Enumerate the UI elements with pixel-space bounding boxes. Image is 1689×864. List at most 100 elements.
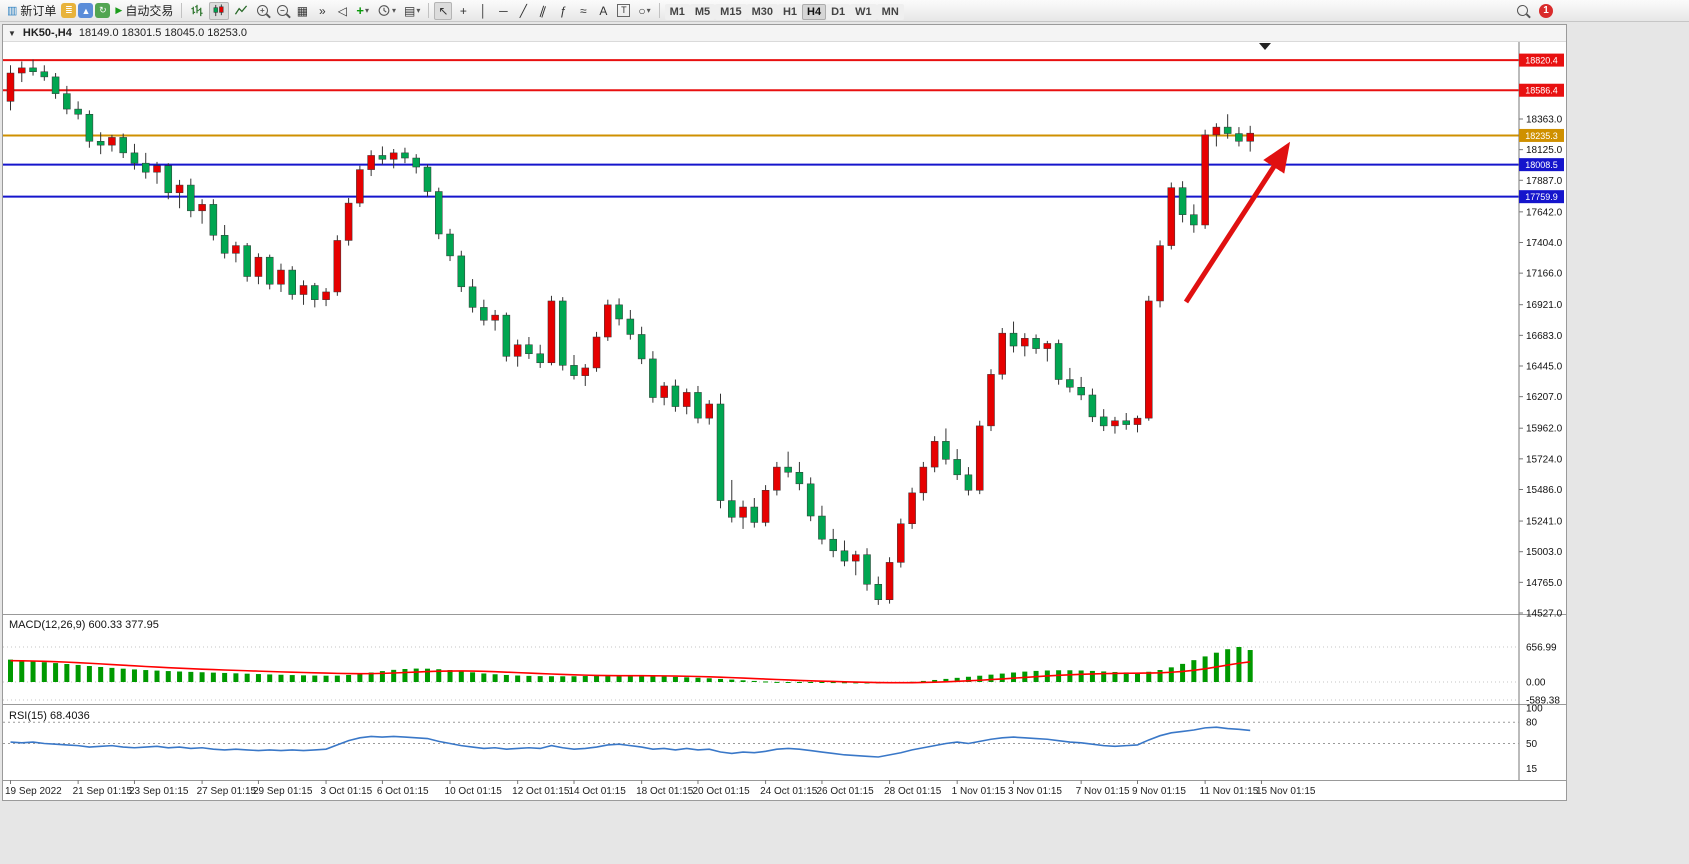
candle [739, 506, 747, 518]
chart-shift-button[interactable]: ◁ [333, 2, 351, 20]
data-window-button[interactable]: ▲ [78, 3, 94, 18]
candle [299, 285, 308, 295]
candle [908, 492, 916, 525]
chart-menu-icon[interactable]: ▼ [8, 28, 16, 38]
channel-button[interactable]: ∥ [534, 2, 552, 20]
templates-button[interactable]: ▤ ▾ [401, 2, 423, 20]
timeframe-button-M1[interactable]: M1 [664, 3, 690, 20]
candle [694, 392, 702, 419]
chevron-down-icon: ▾ [364, 6, 369, 15]
auto-trading-button[interactable]: ▶ 自动交易 [112, 2, 176, 20]
time-axis-label: 11 Nov 01:15 [1200, 786, 1259, 797]
candle [716, 403, 725, 501]
bar-chart-icon [191, 4, 203, 17]
macd-bar [424, 668, 430, 682]
fibonacci-button[interactable]: ƒ [554, 2, 572, 20]
trend-arrow-annotation[interactable] [1183, 141, 1291, 304]
macd-bar [312, 675, 318, 682]
notification-badge[interactable]: 1 [1539, 3, 1553, 18]
timeframe-button-MN[interactable]: MN [876, 3, 904, 20]
horizontal-line-button[interactable]: ─ [494, 2, 512, 20]
macd-bar [131, 669, 137, 682]
new-order-button[interactable]: ▥ 新订单 [4, 2, 59, 20]
macd-bar [684, 677, 690, 682]
timeframe-button-M15[interactable]: M15 [715, 3, 747, 20]
auto-trading-icon: ▶ [115, 5, 123, 15]
shapes-button[interactable]: ○ ▾ [635, 2, 653, 20]
chevron-down-icon: ▾ [646, 6, 651, 15]
candle [6, 72, 15, 102]
crosshair-button[interactable]: + [454, 2, 472, 20]
price-axis-label: 18125.0 [1526, 145, 1563, 156]
line-chart-button[interactable] [231, 2, 251, 20]
refresh-button[interactable]: ↻ [95, 3, 111, 18]
rsi-axis-label: 50 [1526, 739, 1538, 750]
search-button[interactable] [1513, 2, 1531, 20]
macd-axis-label: 0.00 [1526, 678, 1546, 689]
macd-bar [19, 660, 25, 682]
tile-windows-button[interactable]: ▦ [293, 2, 311, 20]
macd-bar [1078, 670, 1084, 682]
chart-title-bar[interactable]: ▼ HK50-,H4 18149.0 18301.5 18045.0 18253… [3, 25, 1566, 42]
timeframe-button-H4[interactable]: H4 [802, 3, 827, 20]
candle [987, 374, 995, 427]
candle [874, 584, 883, 600]
macd-bar [357, 673, 363, 682]
timeframe-button-D1[interactable]: D1 [826, 3, 851, 20]
macd-bar [999, 673, 1005, 682]
chart-window-hk50[interactable]: ▼ HK50-,H4 18149.0 18301.5 18045.0 18253… [2, 24, 1567, 801]
macd-bar [1112, 671, 1118, 682]
zoom-in-button[interactable]: + [253, 2, 271, 20]
zoom-out-button[interactable]: − [273, 2, 291, 20]
main-toolbar: ▥ 新订单 ≣ ▲ ↻ ▶ 自动交易 + − ▦ » ◁ + [0, 0, 1689, 22]
cursor-button[interactable]: ↖ [434, 1, 453, 20]
macd-bar [289, 675, 295, 682]
time-axis-label: 29 Sep 01:15 [253, 786, 313, 797]
candle [1167, 187, 1176, 246]
trendline-button[interactable]: ╱ [514, 2, 532, 20]
candle [74, 108, 82, 115]
vertical-line-button[interactable]: │ [474, 2, 492, 20]
price-tag [1519, 128, 1564, 142]
candle [1066, 379, 1074, 388]
time-axis-label: 21 Sep 01:15 [73, 786, 133, 797]
candle [547, 300, 556, 364]
timeframe-button-H1[interactable]: H1 [777, 3, 803, 20]
candle [513, 344, 522, 357]
alerts-button[interactable]: ≣ [61, 3, 77, 18]
timeframe-button-M30[interactable]: M30 [746, 3, 778, 20]
macd-bar [977, 675, 983, 682]
periods-button[interactable]: ▾ [374, 2, 399, 20]
macd-bar [1101, 671, 1107, 682]
candle [265, 256, 274, 285]
candlestick-chart-button[interactable] [209, 1, 230, 20]
macd-bar [481, 673, 487, 682]
new-chart-button[interactable]: + ▾ [353, 2, 372, 20]
text-label-button[interactable]: T [614, 2, 633, 20]
candle [389, 152, 398, 160]
price-tag-label: 18008.5 [1525, 160, 1558, 170]
timeframe-button-W1[interactable]: W1 [850, 3, 877, 20]
time-axis-label: 24 Oct 01:15 [760, 786, 818, 797]
candle [367, 155, 375, 170]
macd-bar [965, 676, 971, 682]
toolbar-separator [658, 3, 660, 18]
timeframe-button-M5[interactable]: M5 [689, 3, 716, 20]
macd-bar [188, 671, 194, 682]
price-chart-canvas[interactable]: 18363.0 18125.0 17887.0 17642.0 17404.0 17166… [3, 42, 1566, 800]
macd-bar [458, 671, 464, 682]
text-button[interactable]: A [594, 2, 612, 20]
time-axis-label: 1 Nov 01:15 [952, 786, 1006, 797]
auto-scroll-button[interactable]: » [313, 2, 331, 20]
candle [1099, 416, 1108, 427]
price-tag-label: 18235.3 [1525, 131, 1558, 141]
toolbar-separator [428, 3, 430, 18]
candle [18, 67, 26, 74]
macd-bar [605, 675, 611, 682]
bar-chart-button[interactable] [187, 2, 207, 20]
shift-marker-icon [1259, 43, 1271, 50]
candle [1223, 126, 1232, 134]
waves-button[interactable]: ≈ [574, 2, 592, 20]
candle [1009, 332, 1018, 347]
candle [615, 304, 623, 320]
